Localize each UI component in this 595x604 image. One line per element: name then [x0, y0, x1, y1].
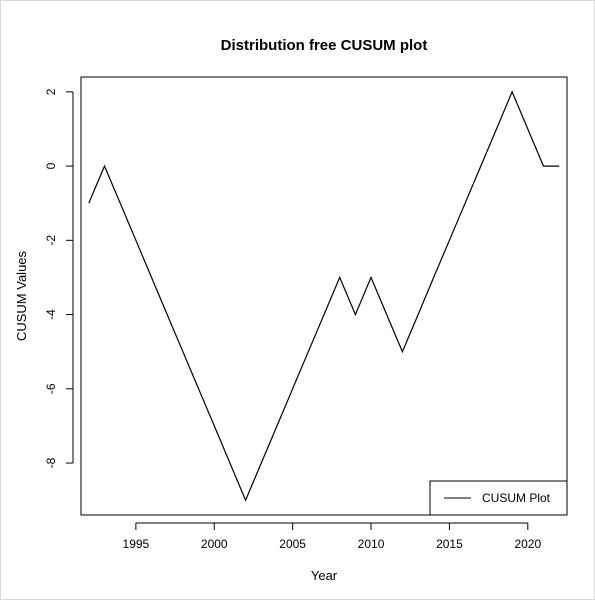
- y-axis: -8 -6 -4 -2 0 2: [44, 88, 74, 468]
- series-line-0: [88, 90, 560, 502]
- y-tick-label: -6: [44, 383, 58, 394]
- y-tick-label: -8: [44, 457, 58, 468]
- x-tick-label: 2005: [279, 537, 306, 551]
- x-tick-label: 2015: [436, 537, 463, 551]
- x-axis-label: Year: [311, 568, 338, 583]
- x-axis: 1995 2000 2005 2010 2015 2020: [123, 522, 541, 551]
- series-layer: [88, 90, 560, 502]
- plot-box: [80, 76, 568, 516]
- y-tick-label: -2: [44, 235, 58, 246]
- legend: CUSUM Plot: [429, 480, 568, 516]
- x-tick-label: 1995: [123, 537, 150, 551]
- y-axis-label: CUSUM Values: [14, 250, 29, 341]
- y-tick-label: -4: [44, 309, 58, 320]
- legend-label: CUSUM Plot: [482, 491, 551, 505]
- y-tick-label: 2: [44, 88, 58, 95]
- chart-title: Distribution free CUSUM plot: [221, 37, 428, 54]
- x-tick-label: 2000: [201, 537, 228, 551]
- x-tick-label: 2020: [514, 537, 541, 551]
- x-tick-label: 2010: [358, 537, 385, 551]
- y-tick-label: 0: [44, 162, 58, 169]
